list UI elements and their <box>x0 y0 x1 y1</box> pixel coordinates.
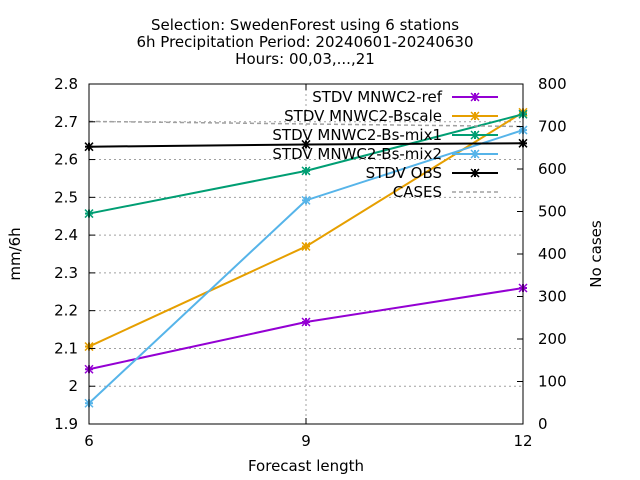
legend-entry-label: STDV OBS <box>366 164 442 182</box>
y-axis-label: mm/6h <box>6 227 24 280</box>
y-tick-label: 1.9 <box>54 415 78 433</box>
y-axis-ticks: 1.9 2 2.1 2.2 2.3 2.4 2.5 2.6 2.7 2.8 <box>54 75 95 433</box>
legend-entry-label: STDV MNWC2-Bs-mix1 <box>272 126 442 144</box>
y-tick-label: 2.5 <box>54 188 78 206</box>
chart-title-line: Selection: SwedenForest using 6 stations <box>151 16 459 34</box>
y2-tick-label: 600 <box>538 160 567 178</box>
chart-title-line: 6h Precipitation Period: 20240601-202406… <box>136 33 473 51</box>
series-point <box>301 195 311 205</box>
y-tick-label: 2.4 <box>54 226 78 244</box>
legend-marker <box>470 130 480 140</box>
series-point <box>301 317 311 327</box>
legend-entry-label: STDV MNWC2-ref <box>312 88 442 106</box>
legend-marker <box>470 149 480 159</box>
series-point <box>301 166 311 176</box>
legend-entry-label: STDV MNWC2-Bscale <box>284 107 442 125</box>
x-axis-label: Forecast length <box>248 457 364 475</box>
y-tick-label: 2.2 <box>54 302 78 320</box>
y2-tick-label: 500 <box>538 203 567 221</box>
y2-tick-label: 800 <box>538 75 567 93</box>
legend-marker <box>470 111 480 121</box>
legend-entry-label: STDV MNWC2-Bs-mix2 <box>272 145 442 163</box>
series-layer <box>84 107 528 408</box>
legend-marker <box>470 168 480 178</box>
legend-entry-label: CASES <box>393 183 442 201</box>
y2-tick-label: 300 <box>538 288 567 306</box>
y2-tick-label: 400 <box>538 245 567 263</box>
y2-tick-label: 0 <box>538 415 548 433</box>
series-line <box>88 120 524 128</box>
series-point <box>301 241 311 251</box>
y-tick-label: 2.8 <box>54 75 78 93</box>
y2-tick-label: 200 <box>538 330 567 348</box>
x-tick-label: 6 <box>84 432 94 450</box>
y2-axis-ticks: 0 100 200 300 400 500 600 700 800 <box>517 75 567 433</box>
y2-tick-label: 100 <box>538 373 567 391</box>
x-tick-label: 12 <box>513 432 532 450</box>
series-point <box>301 139 311 149</box>
chart-title: Selection: SwedenForest using 6 stations… <box>136 16 473 68</box>
y2-tick-label: 700 <box>538 118 567 136</box>
y-tick-label: 2.1 <box>54 339 78 357</box>
y-tick-label: 2 <box>68 377 78 395</box>
x-axis-ticks: 6 9 12 <box>84 84 533 450</box>
y-tick-label: 2.6 <box>54 151 78 169</box>
y-tick-label: 2.3 <box>54 264 78 282</box>
y-tick-label: 2.7 <box>54 113 78 131</box>
legend-marker <box>470 92 480 102</box>
chart-title-line: Hours: 00,03,...,21 <box>235 50 375 68</box>
x-tick-label: 9 <box>301 432 311 450</box>
y2-axis-label: No cases <box>587 220 605 288</box>
